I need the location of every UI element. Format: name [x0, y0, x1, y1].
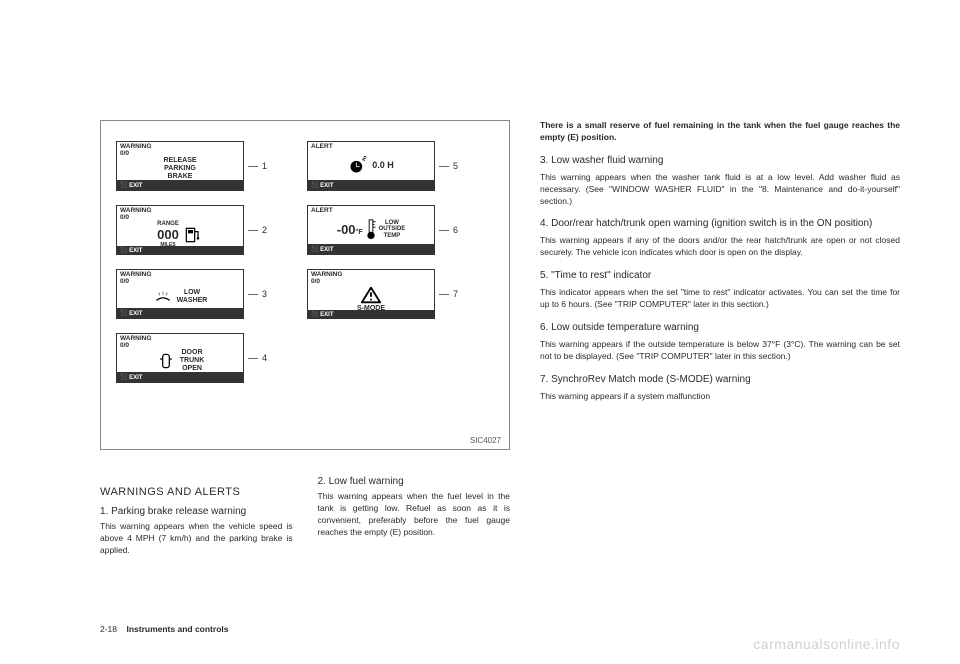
- lcd-row-3: WARNING 0/0 LOW WASHER ⬛: [116, 269, 267, 319]
- section-name: Instruments and controls: [126, 624, 228, 634]
- item-2-title: 2. Low fuel warning: [318, 476, 511, 487]
- item-6-title: 6. Low outside temperature warning: [540, 321, 900, 335]
- leader-line: [439, 294, 449, 295]
- temp-text: LOW OUTSIDE TEMP: [379, 220, 406, 240]
- lcd-2: WARNING 0/0 RANGE 000 MILES: [116, 205, 244, 255]
- watermark: carmanualsonline.info: [753, 636, 900, 652]
- lcd-footer: ⬛ EXIT: [117, 308, 243, 318]
- item-6-body: This warning appears if the outside temp…: [540, 339, 900, 363]
- callout-number: 4: [262, 353, 267, 363]
- item-5-title: 5. "Time to rest" indicator: [540, 269, 900, 283]
- lcd-footer: ⬛ EXIT: [308, 310, 434, 318]
- item-4-title: 4. Door/rear hatch/trunk open warning (i…: [540, 217, 900, 231]
- leader-line: [248, 166, 258, 167]
- thermometer-icon: [365, 218, 377, 240]
- leader-line: [439, 230, 449, 231]
- lcd-4: WARNING 0/0 DOOR TRUNK OPEN: [116, 333, 244, 383]
- lcd-column-left: WARNING 0/0 RELEASE PARKING BRAKE: [116, 141, 267, 383]
- warning-triangle-icon: [360, 285, 382, 305]
- lcd-row-1: WARNING 0/0 RELEASE PARKING BRAKE: [116, 141, 267, 191]
- page-content: WARNING 0/0 RELEASE PARKING BRAKE: [0, 0, 960, 587]
- warning-diagram: WARNING 0/0 RELEASE PARKING BRAKE: [100, 120, 510, 450]
- lcd-footer: ⬛ EXIT: [308, 244, 434, 254]
- lcd-7: WARNING 0/0 S-MODE ⬛ EXIT: [307, 269, 435, 319]
- callout-number: 6: [453, 225, 458, 235]
- leader-line: [248, 294, 258, 295]
- lcd-main-text: RELEASE PARKING BRAKE: [163, 157, 196, 180]
- lcd-row-4: WARNING 0/0 DOOR TRUNK OPEN: [116, 333, 267, 383]
- item-3-title: 3. Low washer fluid warning: [540, 154, 900, 168]
- item-1-title: 1. Parking brake release warning: [100, 506, 293, 517]
- text-col-left: WARNINGS AND ALERTS 1. Parking brake rel…: [100, 468, 293, 557]
- door-text: DOOR TRUNK OPEN: [180, 349, 205, 372]
- diagram-columns: WARNING 0/0 RELEASE PARKING BRAKE: [116, 141, 494, 383]
- item-5-body: This indicator appears when the set "tim…: [540, 287, 900, 311]
- lcd-row-5: ALERT 0.0 H ⬛ EXIT 5: [307, 141, 458, 191]
- figure-id: SIC4027: [470, 436, 501, 445]
- item-2-body: This warning appears when the fuel level…: [318, 491, 511, 539]
- leader-line: [248, 358, 258, 359]
- lcd-1: WARNING 0/0 RELEASE PARKING BRAKE: [116, 141, 244, 191]
- callout-number: 2: [262, 225, 267, 235]
- fuel-pump-icon: [183, 225, 203, 245]
- leader-line: [439, 166, 449, 167]
- lcd-footer: ⬛ EXIT: [117, 246, 243, 254]
- lcd-row-2: WARNING 0/0 RANGE 000 MILES: [116, 205, 267, 255]
- clock-rest-icon: [348, 155, 368, 175]
- item-4-body: This warning appears if any of the doors…: [540, 235, 900, 259]
- section-heading: WARNINGS AND ALERTS: [100, 486, 293, 498]
- lcd-row-6: ALERT -00 °F LOW OUTSIDE: [307, 205, 458, 255]
- washer-icon: [153, 287, 173, 307]
- callout-number: 5: [453, 161, 458, 171]
- page-footer: 2-18 Instruments and controls: [100, 624, 228, 634]
- lcd-footer: ⬛ EXIT: [117, 180, 243, 190]
- left-panel: WARNING 0/0 RELEASE PARKING BRAKE: [100, 120, 510, 557]
- temp-value: -00 °F: [337, 222, 363, 237]
- fuel-reserve-note: There is a small reserve of fuel remaini…: [540, 120, 900, 144]
- lcd-3: WARNING 0/0 LOW WASHER ⬛: [116, 269, 244, 319]
- range-block: RANGE 000 MILES: [157, 221, 179, 248]
- car-door-icon: [156, 351, 176, 371]
- item-1-body: This warning appears when the vehicle sp…: [100, 521, 293, 557]
- lcd-footer: ⬛ EXIT: [117, 372, 243, 382]
- callout-number: 7: [453, 289, 458, 299]
- leader-line: [248, 230, 258, 231]
- time-value: 0.0 H: [372, 161, 394, 171]
- page-number: 2-18: [100, 624, 117, 634]
- washer-text: LOW WASHER: [177, 289, 208, 304]
- lcd-6: ALERT -00 °F LOW OUTSIDE: [307, 205, 435, 255]
- callout-number: 1: [262, 161, 267, 171]
- lcd-5: ALERT 0.0 H ⬛ EXIT: [307, 141, 435, 191]
- lcd-row-7: WARNING 0/0 S-MODE ⬛ EXIT 7: [307, 269, 458, 319]
- right-panel: There is a small reserve of fuel remaini…: [540, 120, 900, 557]
- callout-number: 3: [262, 289, 267, 299]
- item-7-body: This warning appears if a system malfunc…: [540, 391, 900, 403]
- item-7-title: 7. SynchroRev Match mode (S-MODE) warnin…: [540, 373, 900, 387]
- lcd-column-right: ALERT 0.0 H ⬛ EXIT 5: [307, 141, 458, 383]
- text-two-column: WARNINGS AND ALERTS 1. Parking brake rel…: [100, 468, 510, 557]
- lcd-footer: ⬛ EXIT: [308, 180, 434, 190]
- item-3-body: This warning appears when the washer tan…: [540, 172, 900, 208]
- text-col-right: 2. Low fuel warning This warning appears…: [318, 468, 511, 557]
